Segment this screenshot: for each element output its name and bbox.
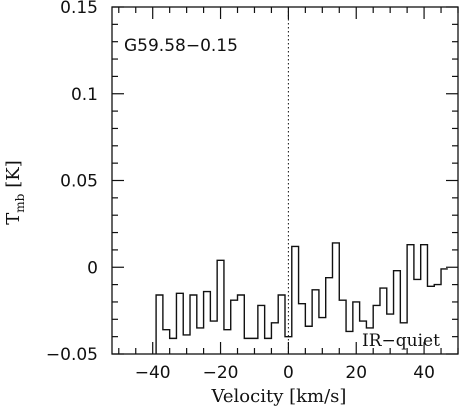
source-name-label: G59.58−0.15 [124, 36, 238, 56]
y-tick-label: 0.1 [71, 85, 98, 105]
axis-tick-labels: −40 −20 0 20 40 −0.05 0 0.05 0.1 0.15 [46, 0, 435, 383]
x-tick-label: 20 [345, 363, 367, 383]
y-axis-symbol: T [3, 213, 24, 225]
y-tick-label: 0.15 [60, 0, 98, 18]
y-tick-label: 0.05 [60, 172, 98, 192]
classification-label: IR−quiet [362, 331, 440, 351]
y-tick-label: 0 [87, 258, 98, 278]
y-axis-subscript: mb [13, 193, 27, 212]
y-tick-label: −0.05 [46, 345, 98, 365]
axis-ticks [112, 6, 459, 355]
spectrum-histogram [155, 242, 448, 354]
y-axis-label: Tmb [K] [3, 160, 27, 225]
x-tick-label: 40 [413, 363, 435, 383]
x-axis-label: Velocity [km/s] [211, 386, 347, 407]
x-tick-label: 0 [283, 363, 294, 383]
x-tick-label: −40 [135, 363, 171, 383]
y-axis-unit: [K] [3, 160, 24, 188]
x-tick-label: −20 [203, 363, 239, 383]
